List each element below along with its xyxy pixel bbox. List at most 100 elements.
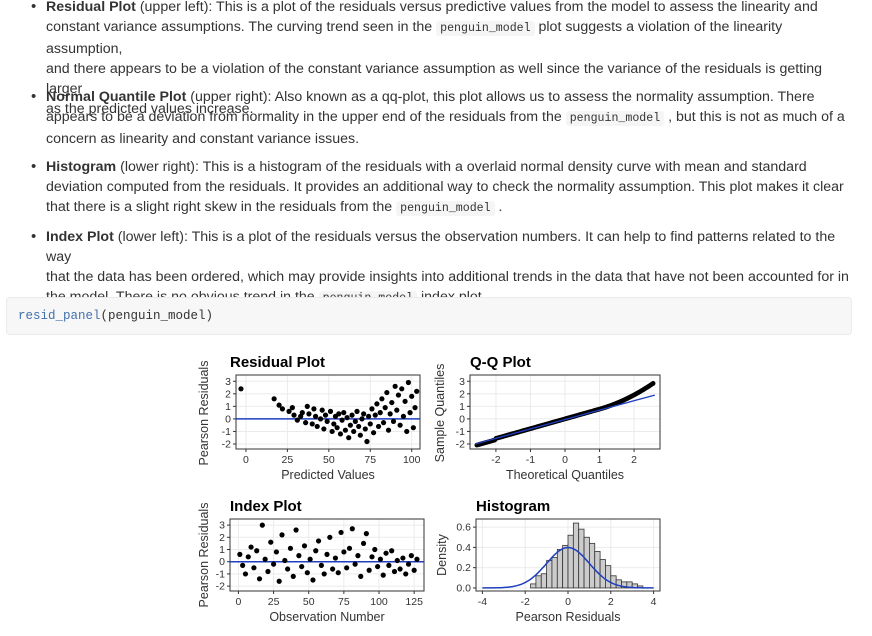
y-tick-label: 0.6 — [456, 522, 471, 534]
data-point — [400, 413, 407, 419]
y-tick-label: 3 — [459, 376, 465, 388]
data-point — [242, 571, 249, 577]
text-line: that there is a slight right skew in the… — [46, 197, 862, 219]
text-run: deviation computed from the residuals. I… — [46, 179, 844, 195]
inline-code: penguin_model — [436, 21, 535, 36]
normal-density-curve — [482, 546, 654, 589]
x-axis-label: Observation Number — [269, 610, 384, 624]
data-point — [402, 398, 408, 404]
chart-title: Residual Plot — [230, 354, 325, 371]
bullet-text: Histogram (lower right): This is a histo… — [46, 157, 862, 219]
data-point — [356, 423, 362, 430]
histogram-bar — [530, 583, 537, 589]
y-tick-label: 3 — [225, 376, 231, 388]
text-line: Residual Plot (upper left): This is a pl… — [46, 0, 862, 17]
histogram-bar — [578, 528, 585, 589]
data-point — [385, 427, 392, 433]
data-point — [322, 412, 329, 418]
data-point — [409, 393, 415, 399]
text-run: , but this is not as much of a — [664, 109, 845, 125]
bullet-dot: • — [31, 88, 37, 105]
data-point — [327, 534, 333, 540]
data-point — [287, 545, 294, 551]
text-line: deviation computed from the residuals. I… — [46, 177, 862, 197]
data-point — [352, 561, 358, 567]
chart-title: Histogram — [476, 498, 550, 515]
data-point — [366, 567, 372, 573]
data-point — [359, 416, 365, 422]
y-tick-label: 0.0 — [456, 582, 471, 594]
y-tick-label: 1 — [459, 401, 465, 413]
bullet-heading: Normal Quantile Plot — [46, 89, 187, 105]
text-run: plot suggests a violation of the lineari… — [46, 19, 783, 57]
code-block: resid_panel(penguin_model) — [6, 297, 852, 335]
y-tick-label: -2 — [216, 581, 225, 593]
histogram-bar — [605, 565, 612, 589]
data-point — [299, 410, 305, 416]
data-point — [293, 527, 299, 533]
data-point — [403, 571, 409, 577]
data-point — [309, 421, 315, 427]
data-point — [367, 421, 373, 427]
data-point — [339, 417, 345, 423]
data-point — [369, 406, 375, 412]
data-point — [291, 412, 297, 418]
data-point — [389, 548, 395, 554]
x-tick-label: 0 — [565, 596, 571, 608]
x-tick-label: 0 — [236, 596, 242, 608]
bullet-dot: • — [31, 158, 37, 175]
histogram-bar — [556, 549, 564, 589]
data-point — [324, 418, 330, 425]
data-point — [332, 555, 339, 561]
data-point — [341, 549, 347, 555]
data-point — [394, 557, 400, 564]
x-tick-label: 50 — [323, 454, 335, 466]
data-point — [410, 425, 416, 431]
data-point — [307, 556, 313, 562]
y-tick-label: 3 — [219, 520, 225, 532]
x-tick-label: 100 — [370, 596, 388, 608]
text-line: as the predicted values increase. — [46, 99, 862, 119]
data-point — [276, 578, 282, 584]
text-run: and there appears to be a violation of t… — [46, 61, 823, 97]
panel-border — [235, 374, 421, 450]
text-line: concern as linearity and constant varian… — [46, 129, 862, 149]
data-point — [404, 428, 410, 435]
data-point — [392, 383, 398, 389]
data-point — [270, 561, 277, 567]
text-line: Normal Quantile Plot (upper right): Also… — [46, 87, 862, 107]
data-point — [399, 386, 405, 392]
x-tick-label: 1 — [597, 454, 603, 466]
y-tick-label: 0 — [459, 413, 465, 425]
data-point — [240, 562, 246, 568]
data-point — [395, 392, 402, 398]
y-tick-label: 0 — [219, 556, 225, 568]
data-point — [397, 566, 403, 572]
bullet-dot: • — [31, 0, 37, 15]
data-point — [375, 423, 382, 430]
histogram-bar — [551, 557, 558, 589]
y-tick-label: -2 — [222, 438, 231, 450]
x-tick-label: 50 — [303, 596, 315, 608]
data-point — [386, 562, 392, 568]
panel-border — [229, 518, 425, 592]
data-point — [375, 563, 381, 570]
data-point — [334, 425, 340, 431]
bullet-dot: • — [31, 228, 37, 245]
data-point — [285, 566, 291, 572]
text-line: that the data has been ordered, which ma… — [46, 267, 862, 287]
data-point — [248, 544, 254, 550]
data-point — [372, 546, 378, 553]
data-point — [379, 396, 385, 402]
data-point — [330, 566, 336, 572]
data-point — [273, 549, 279, 555]
data-point — [400, 555, 406, 561]
data-point — [380, 572, 386, 578]
data-point — [296, 553, 302, 559]
data-point — [238, 386, 244, 392]
y-tick-label: -2 — [456, 438, 465, 450]
data-point — [351, 428, 357, 435]
data-point — [265, 568, 271, 575]
text-run: . — [494, 199, 503, 215]
data-point — [294, 417, 300, 423]
